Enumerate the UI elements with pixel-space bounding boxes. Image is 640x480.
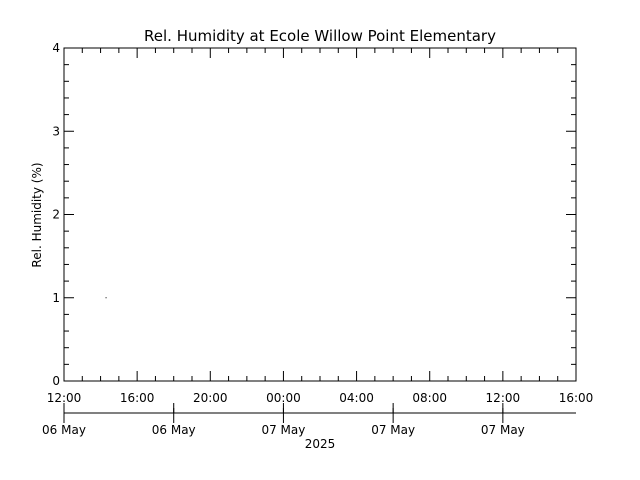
plot-frame [63,47,577,382]
x-tick-label: 12:00 [47,391,82,405]
data-point [105,297,107,299]
x-tick-label: 00:00 [266,391,301,405]
date-tick-label: 07 May [371,423,415,437]
date-tick-label: 06 May [152,423,196,437]
date-tick-label: 07 May [261,423,305,437]
y-tick-label: 1 [52,291,60,305]
x-tick-label: 16:00 [559,391,594,405]
y-tick-label: 2 [52,208,60,222]
x-tick-label: 08:00 [412,391,447,405]
x-tick-label: 20:00 [193,391,228,405]
y-axis: 0 1 2 3 4 [52,41,576,388]
date-tick-label: 06 May [42,423,86,437]
date-axis: 06 May 06 May 07 May 07 May 07 May [42,403,576,437]
y-tick-label: 3 [52,124,60,138]
y-axis-title: Rel. Humidity (%) [30,162,44,267]
x-tick-label: 12:00 [486,391,521,405]
plot-border [63,47,577,382]
x-tick-label: 04:00 [339,391,374,405]
y-tick-label: 0 [52,374,60,388]
y-tick-label: 4 [52,41,60,55]
chart-title: Rel. Humidity at Ecole Willow Point Elem… [144,27,496,45]
x-axis: 12:00 16:00 20:00 00:00 04:00 08:00 12:00 16:00 [47,48,594,405]
year-label: 2025 [305,437,336,451]
date-tick-label: 07 May [481,423,525,437]
series-layer [105,297,107,299]
x-tick-label: 16:00 [120,391,155,405]
